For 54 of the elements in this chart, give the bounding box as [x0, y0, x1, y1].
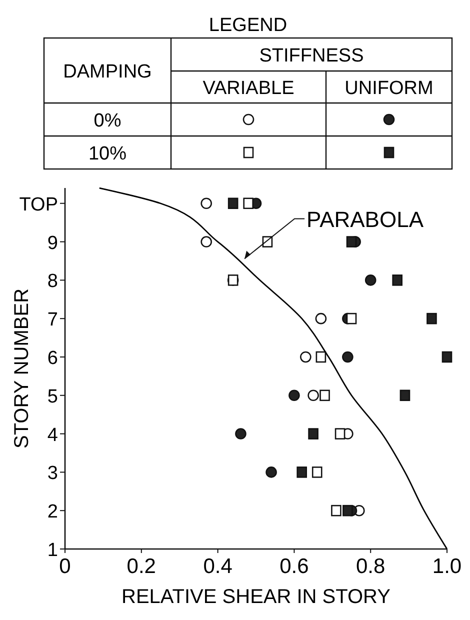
annotation: PARABOLA	[306, 206, 424, 232]
text: STIFFNESS	[259, 46, 364, 66]
y-tick-label: 4	[47, 424, 58, 446]
y-tick-label: 6	[47, 348, 58, 369]
point	[228, 274, 238, 286]
point	[346, 312, 357, 324]
point	[200, 198, 212, 210]
point	[342, 504, 353, 516]
point	[266, 466, 277, 478]
point	[331, 504, 342, 516]
point	[364, 274, 376, 286]
point	[334, 428, 346, 440]
text: 10%	[88, 144, 127, 164]
point	[300, 351, 312, 363]
point	[315, 312, 327, 324]
x-tick-label: 0	[59, 555, 71, 578]
point	[320, 390, 330, 402]
y-axis-title: STORY NUMBER	[11, 288, 33, 449]
legend-title: LEGEND	[208, 15, 288, 36]
point	[442, 351, 452, 363]
x-tick-label: 0.2	[126, 555, 156, 578]
point	[288, 390, 300, 402]
point	[392, 274, 402, 286]
x-tick-label: 0.4	[203, 555, 233, 578]
y-tick-label: 2	[47, 502, 58, 523]
point	[296, 466, 307, 478]
point	[235, 428, 246, 440]
point	[228, 198, 238, 210]
x-tick-label: 0.6	[280, 555, 309, 578]
point	[342, 351, 354, 363]
point	[243, 198, 254, 210]
point	[200, 236, 212, 248]
y-tick-label: 7	[47, 310, 58, 331]
text: VARIABLE	[202, 78, 294, 99]
point	[400, 390, 410, 402]
x-axis-title: RELATIVE SHEAR IN STORY	[122, 586, 390, 608]
line-series	[98, 187, 448, 550]
x-tick-label: 0.8	[356, 555, 386, 578]
text: 0%	[94, 110, 122, 132]
point	[316, 351, 326, 363]
point	[308, 428, 318, 440]
point	[426, 312, 437, 324]
y-tick-label: 1	[47, 540, 58, 561]
text: UNIFORM	[344, 78, 434, 99]
y-tick-label: 9	[47, 232, 58, 254]
text: DAMPING	[63, 62, 152, 82]
point	[308, 390, 319, 402]
y-tick-label: TOP	[19, 194, 58, 216]
x-tick-label: 1.0	[432, 555, 462, 578]
y-tick-label: 8	[47, 271, 58, 292]
y-tick-label: 3	[47, 463, 58, 484]
y-tick-label: 5	[47, 386, 58, 408]
point	[346, 236, 357, 248]
point	[312, 466, 322, 478]
